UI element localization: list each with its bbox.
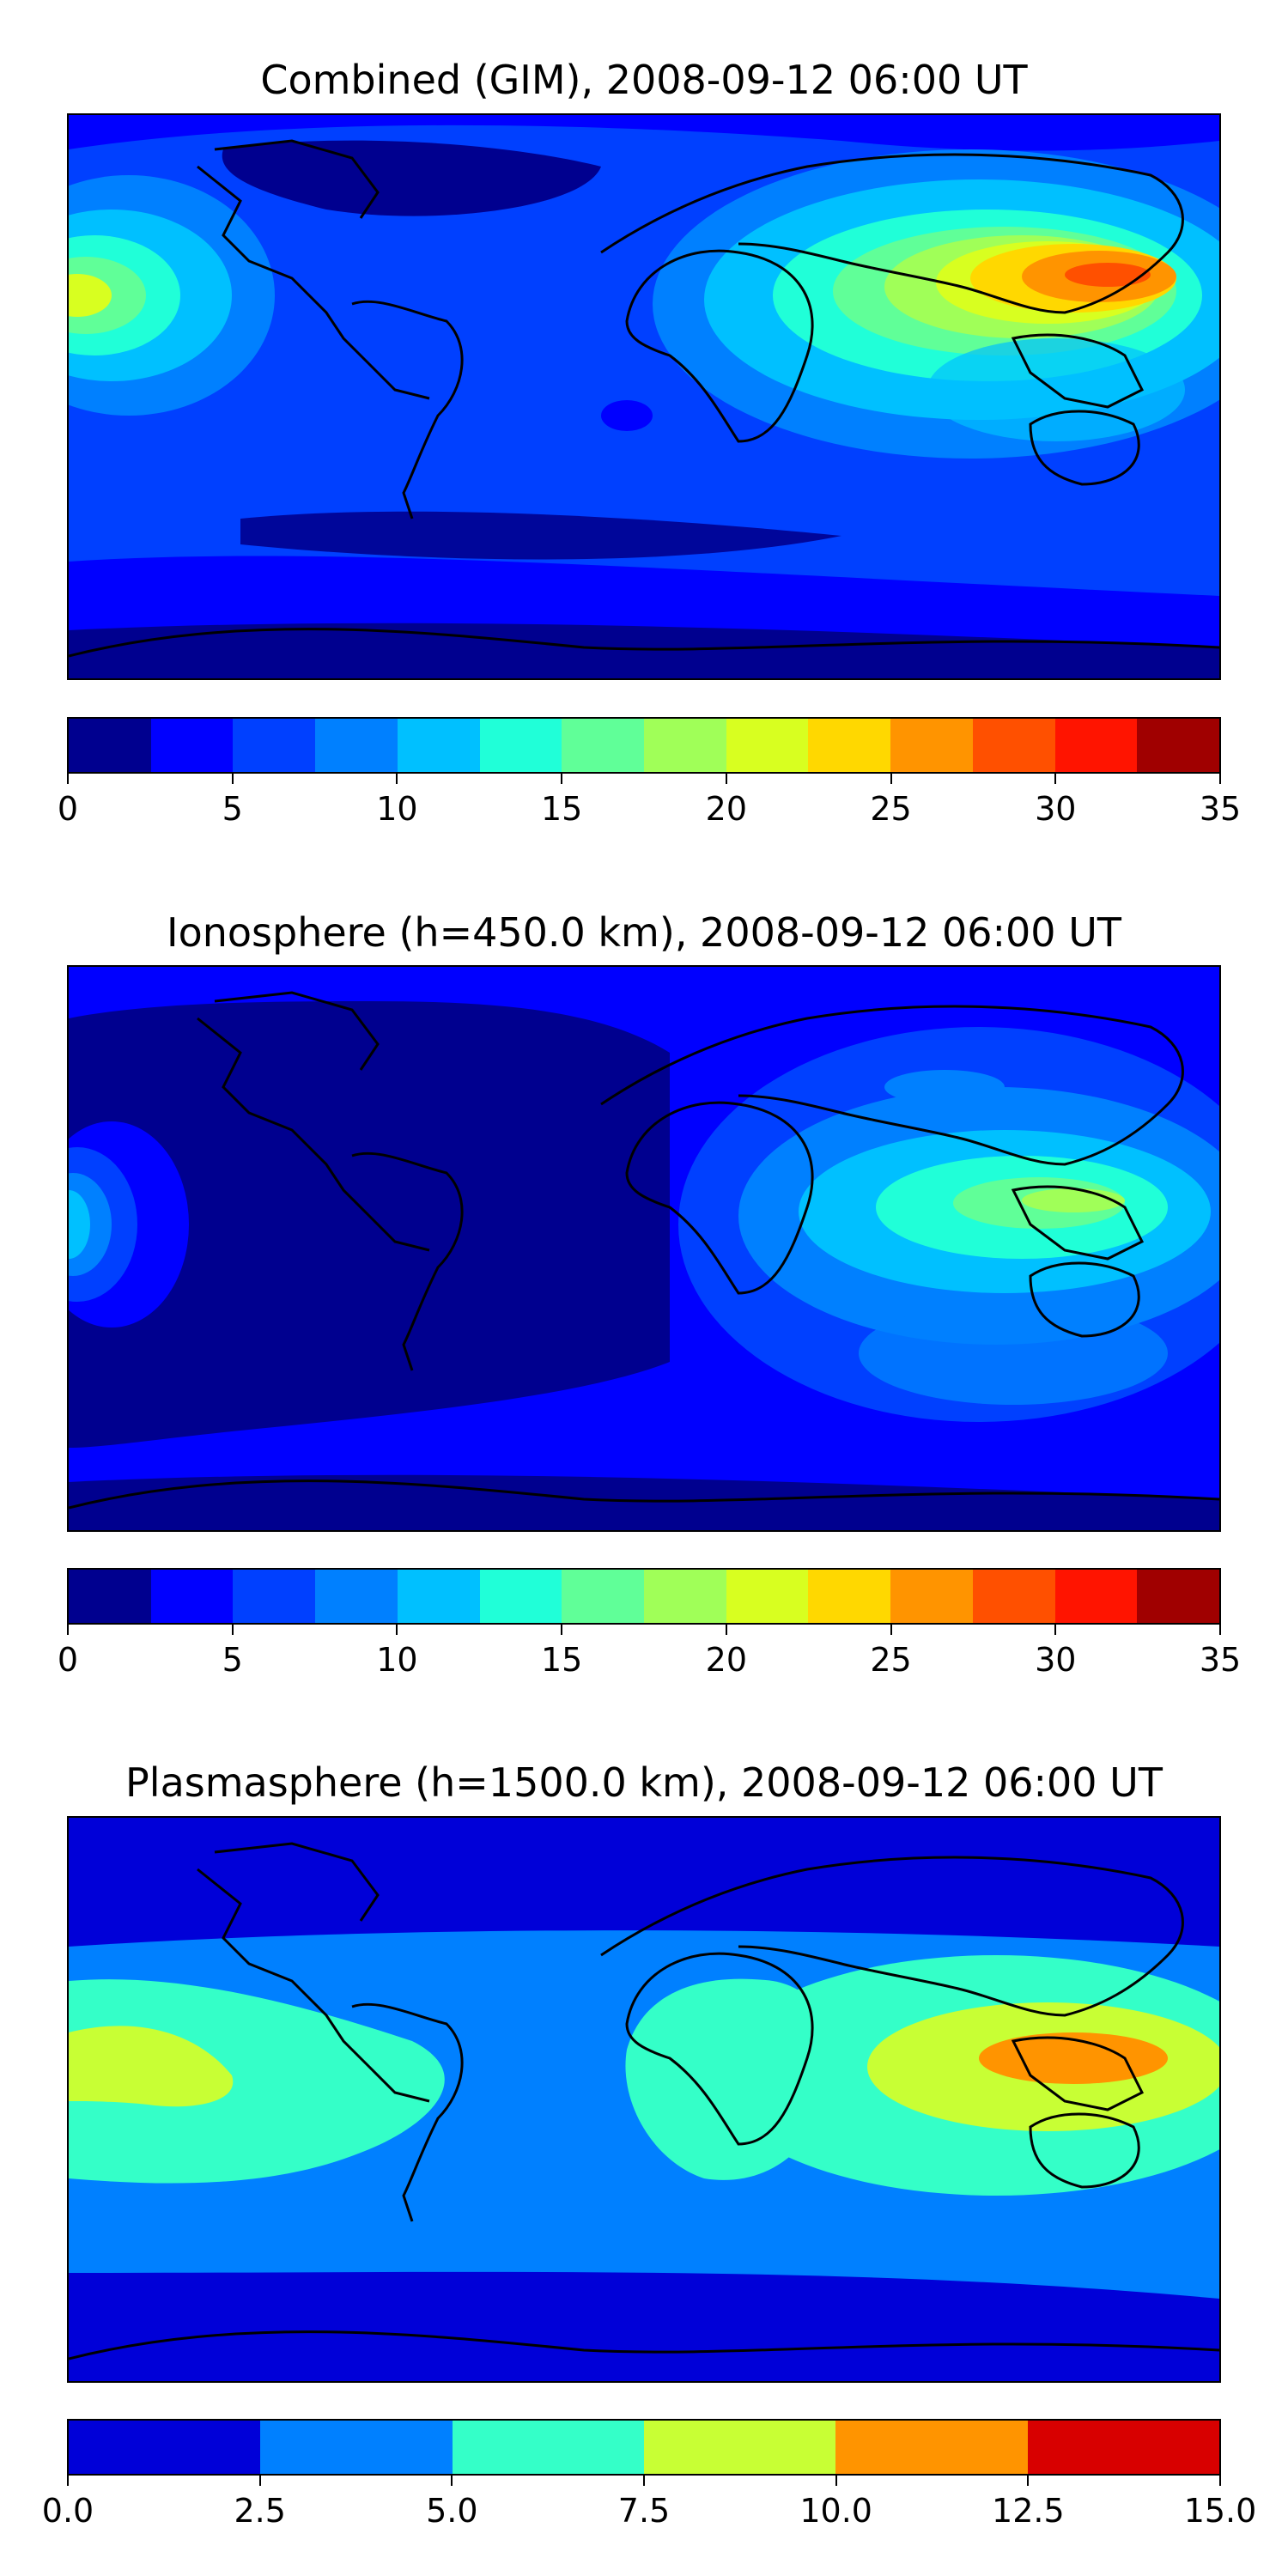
- colorbar-tick-label: 5.0: [426, 2492, 478, 2530]
- colorbar-tick-label: 25: [870, 1641, 912, 1679]
- colorbar-segment: [808, 719, 891, 772]
- colorbar-segment: [479, 719, 562, 772]
- colorbar-tick-mark: [890, 1625, 892, 1635]
- colorbar-ionosphere: [67, 1568, 1221, 1625]
- map-combined-svg: [69, 115, 1219, 678]
- colorbar-segment: [643, 2421, 836, 2474]
- colorbar-tick-mark: [725, 774, 727, 784]
- map-plasmasphere-svg: [69, 1818, 1219, 2381]
- colorbar-tick-label: 5: [222, 1641, 243, 1679]
- colorbar-segment: [726, 719, 809, 772]
- colorbar-tick-label: 15: [540, 790, 583, 828]
- colorbar-tick-label: 15.0: [1183, 2492, 1257, 2530]
- colorbar-tick-mark: [725, 1625, 727, 1635]
- colorbar-segment: [1054, 1570, 1138, 1623]
- colorbar-tick-mark: [396, 1625, 398, 1635]
- colorbar-segment: [808, 1570, 891, 1623]
- colorbar-segment: [260, 2421, 453, 2474]
- colorbar-tick-label: 12.5: [992, 2492, 1065, 2530]
- colorbar-tick-mark: [231, 774, 234, 784]
- colorbar-tick-mark: [561, 774, 563, 784]
- panel-title-plasmasphere: Plasmasphere (h=1500.0 km), 2008-09-12 0…: [125, 1759, 1163, 1806]
- colorbar-tick-mark: [561, 1625, 563, 1635]
- colorbar-segment: [562, 1570, 645, 1623]
- colorbar-tick-mark: [643, 2476, 645, 2486]
- colorbar-tick-mark: [890, 774, 892, 784]
- colorbar-segment: [315, 719, 398, 772]
- colorbar-ticks-ionosphere: 0 5 10 15 20 25 30 35: [58, 1625, 1241, 1679]
- colorbar-tick-mark: [258, 2476, 261, 2486]
- colorbar-segment: [397, 1570, 480, 1623]
- colorbar-tick-label: 0: [57, 1641, 79, 1679]
- colorbar-tick-label: 0: [57, 790, 79, 828]
- colorbar-tick-label: 20: [705, 1641, 748, 1679]
- colorbar-segment: [69, 1570, 151, 1623]
- colorbar-tick-mark: [1219, 2476, 1221, 2486]
- colorbar-tick-mark: [396, 774, 398, 784]
- colorbar-segment: [726, 1570, 809, 1623]
- colorbar-tick-label: 10.0: [799, 2492, 872, 2530]
- colorbar-segment: [1137, 719, 1219, 772]
- colorbar-segment: [1027, 2421, 1219, 2474]
- colorbar-segment: [233, 719, 316, 772]
- colorbar-plasmasphere: [67, 2419, 1221, 2476]
- colorbar-tick-label: 20: [705, 790, 748, 828]
- colorbar-tick-label: 2.5: [234, 2492, 286, 2530]
- colorbar-tick-mark: [1054, 774, 1057, 784]
- colorbar-tick-mark: [1054, 1625, 1057, 1635]
- colorbar-segment: [835, 2421, 1028, 2474]
- colorbar-segment: [452, 2421, 644, 2474]
- colorbar-tick-label: 10: [376, 1641, 418, 1679]
- map-ionosphere-svg: [69, 967, 1219, 1530]
- colorbar-segment: [644, 719, 726, 772]
- colorbar-segment: [397, 719, 480, 772]
- colorbar-combined: [67, 717, 1221, 774]
- colorbar-tick-label: 35: [1199, 1641, 1242, 1679]
- colorbar-segment: [150, 719, 234, 772]
- colorbar-segment: [972, 719, 1055, 772]
- colorbar-tick-mark: [231, 1625, 234, 1635]
- map-ionosphere: [67, 965, 1221, 1532]
- colorbar-tick-mark: [835, 2476, 837, 2486]
- colorbar-tick-label: 30: [1035, 790, 1077, 828]
- colorbar-tick-mark: [451, 2476, 453, 2486]
- colorbar-tick-label: 7.5: [617, 2492, 671, 2530]
- colorbar-segment: [972, 1570, 1055, 1623]
- colorbar-segment: [562, 719, 645, 772]
- colorbar-tick-label: 35: [1199, 790, 1242, 828]
- colorbar-tick-label: 30: [1035, 1641, 1077, 1679]
- colorbar-ticks-combined: 0 5 10 15 20 25 30 35: [58, 774, 1241, 828]
- colorbar-tick-mark: [67, 774, 69, 784]
- panel-title-combined: Combined (GIM), 2008-09-12 06:00 UT: [260, 57, 1028, 103]
- colorbar-tick-label: 25: [870, 790, 912, 828]
- colorbar-segment: [890, 719, 973, 772]
- colorbar-segment: [890, 1570, 973, 1623]
- colorbar-tick-mark: [67, 1625, 69, 1635]
- colorbar-tick-mark: [1027, 2476, 1030, 2486]
- colorbar-ticks-plasmasphere: 0.0 2.5 5.0 7.5 10.0 12.5 15.0: [42, 2476, 1256, 2530]
- colorbar-segment: [644, 1570, 726, 1623]
- colorbar-tick-mark: [67, 2476, 69, 2486]
- colorbar-segment: [479, 1570, 562, 1623]
- colorbar-tick-label: 15: [540, 1641, 583, 1679]
- colorbar-segment: [150, 1570, 234, 1623]
- colorbar-tick-mark: [1219, 1625, 1221, 1635]
- map-combined: [67, 113, 1221, 680]
- colorbar-segment: [1137, 1570, 1219, 1623]
- colorbar-segment: [69, 719, 151, 772]
- colorbar-segment: [1054, 719, 1138, 772]
- colorbar-tick-label: 10: [376, 790, 418, 828]
- colorbar-segment: [315, 1570, 398, 1623]
- colorbar-tick-label: 5: [222, 790, 243, 828]
- colorbar-tick-mark: [1219, 774, 1221, 784]
- panel-title-ionosphere: Ionosphere (h=450.0 km), 2008-09-12 06:0…: [167, 909, 1121, 956]
- colorbar-segment: [69, 2421, 261, 2474]
- colorbar-tick-label: 0.0: [41, 2492, 94, 2530]
- colorbar-segment: [233, 1570, 316, 1623]
- map-plasmasphere: [67, 1816, 1221, 2383]
